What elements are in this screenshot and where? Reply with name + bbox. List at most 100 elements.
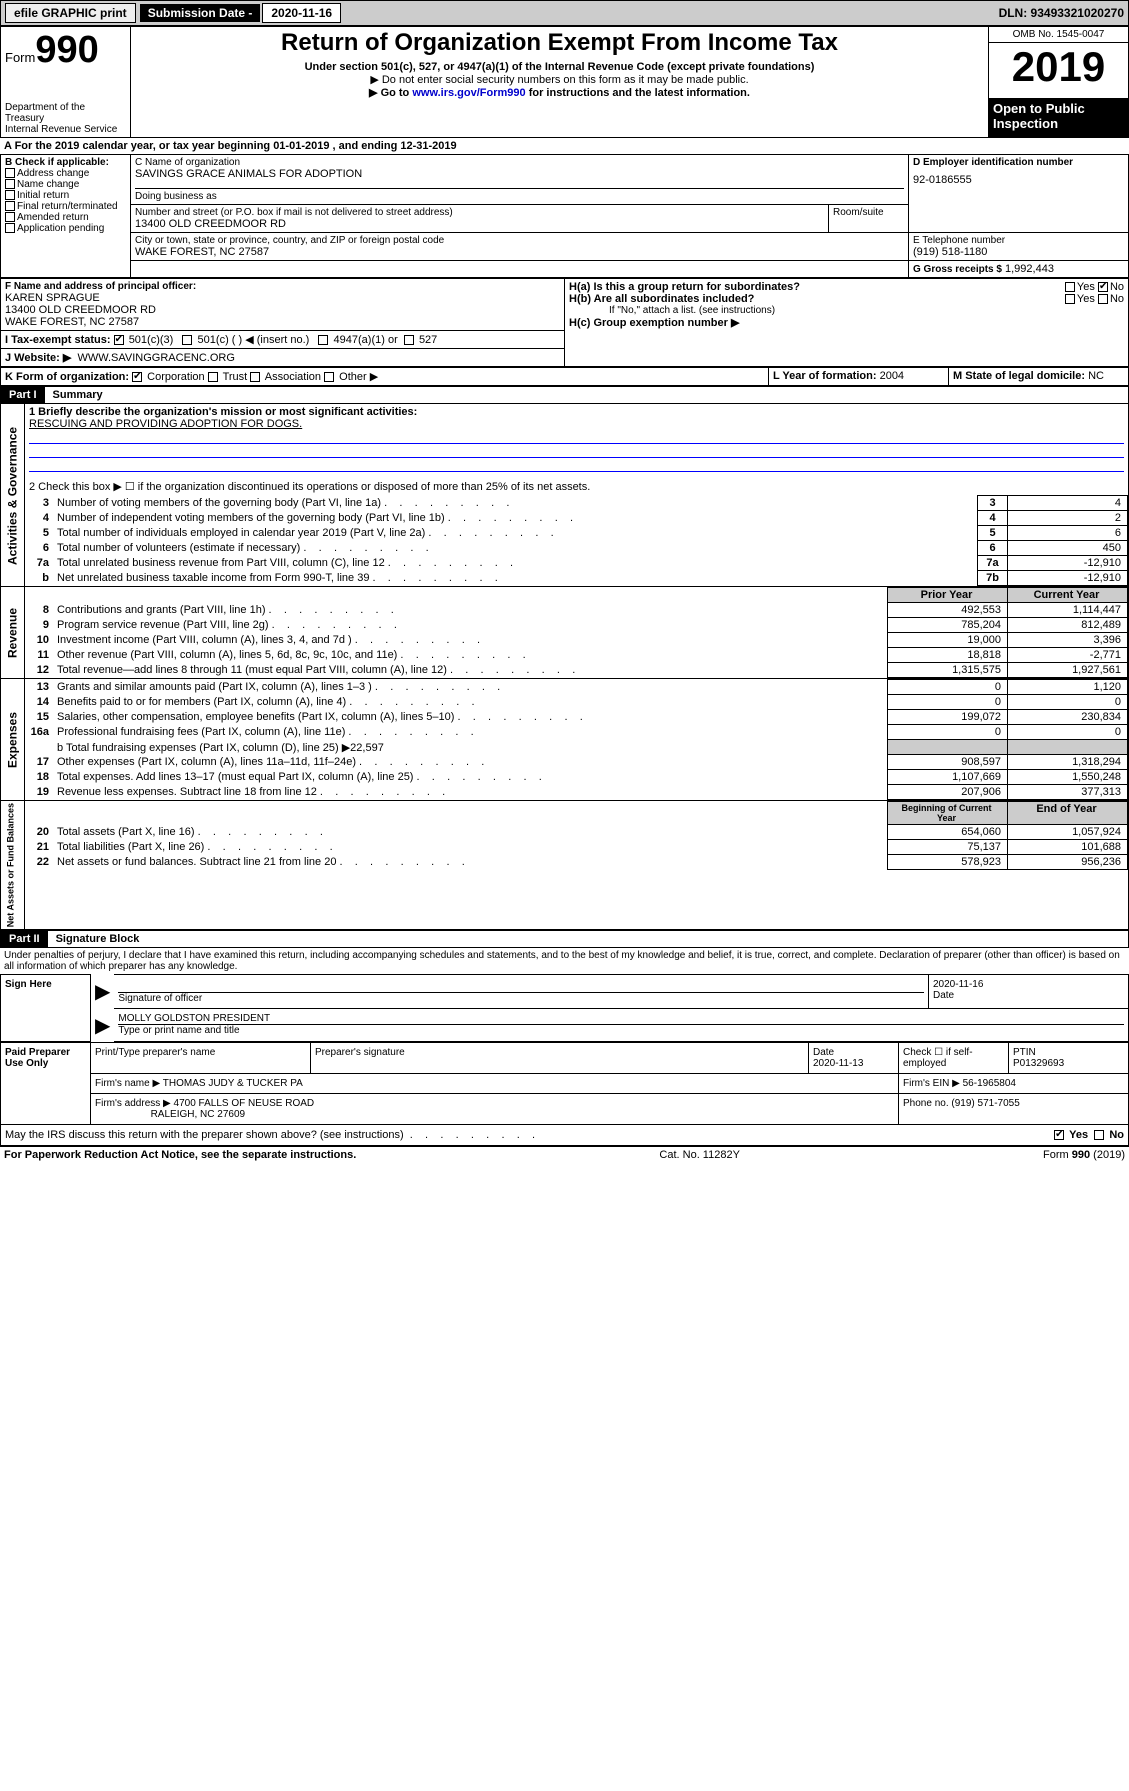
part1-title: Summary <box>45 387 111 403</box>
cb-initial-return[interactable] <box>5 190 15 200</box>
section-f: F Name and address of principal officer:… <box>1 279 565 331</box>
part2-title: Signature Block <box>48 931 148 947</box>
section-d: D Employer identification number 92-0186… <box>909 155 1129 233</box>
netassets-lines: Beginning of Current YearEnd of Year20To… <box>25 801 1128 870</box>
officer-addr1: 13400 OLD CREEDMOOR RD <box>5 304 560 316</box>
note-link: ▶ Go to www.irs.gov/Form990 for instruct… <box>135 86 984 99</box>
governance-lines: 3Number of voting members of the governi… <box>25 495 1128 586</box>
vert-netassets: Net Assets or Fund Balances <box>1 801 25 930</box>
cb-other[interactable] <box>324 372 334 382</box>
cat-no: Cat. No. 11282Y <box>659 1149 740 1161</box>
efile-button[interactable]: efile GRAPHIC print <box>5 3 136 23</box>
cb-address-change[interactable] <box>5 168 15 178</box>
arrow-icon: ▶ <box>95 981 110 1003</box>
sign-here: Sign Here <box>1 975 91 1042</box>
gross-receipts: 1,992,443 <box>1005 263 1054 275</box>
entity-info: B Check if applicable: Address change Na… <box>0 154 1129 278</box>
part2-label: Part II <box>1 931 48 947</box>
form-subtitle: Under section 501(c), 527, or 4947(a)(1)… <box>135 61 984 73</box>
h-a-label: H(a) Is this a group return for subordin… <box>569 281 800 293</box>
section-a: A For the 2019 calendar year, or tax yea… <box>0 138 1129 154</box>
cb-ha-no[interactable] <box>1098 282 1108 292</box>
org-name: SAVINGS GRACE ANIMALS FOR ADOPTION <box>135 168 904 180</box>
year-formation: 2004 <box>880 370 904 382</box>
line2-label: 2 Check this box ▶ ☐ if the organization… <box>29 480 1124 493</box>
section-c-addr: Number and street (or P.O. box if mail i… <box>131 205 829 233</box>
h-c-label: H(c) Group exemption number ▶ <box>569 316 1124 329</box>
vert-governance: Activities & Governance <box>1 404 25 587</box>
state-domicile: NC <box>1088 370 1104 382</box>
penalty-statement: Under penalties of perjury, I declare th… <box>0 948 1129 974</box>
klm-row: K Form of organization: Corporation Trus… <box>0 367 1129 386</box>
part1: Part ISummary Activities & Governance 1 … <box>0 386 1129 930</box>
cb-amended[interactable] <box>5 212 15 222</box>
form-header: Form990 Department of the TreasuryIntern… <box>0 26 1129 138</box>
discuss-row: May the IRS discuss this return with the… <box>0 1125 1129 1146</box>
line1-label: 1 Briefly describe the organization's mi… <box>29 406 1124 418</box>
preparer-date: 2020-11-13 <box>813 1058 894 1069</box>
form-word: Form <box>5 50 35 65</box>
submission-date: 2020-11-16 <box>262 3 341 23</box>
cb-ha-yes[interactable] <box>1065 282 1075 292</box>
mission-text: RESCUING AND PROVIDING ADOPTION FOR DOGS… <box>29 418 1124 430</box>
arrow-icon: ▶ <box>95 1015 110 1037</box>
irs-link[interactable]: www.irs.gov/Form990 <box>412 87 525 99</box>
ptin: P01329693 <box>1013 1058 1124 1069</box>
cb-final-return[interactable] <box>5 201 15 211</box>
note-ssn: ▶ Do not enter social security numbers o… <box>135 73 984 86</box>
topbar: efile GRAPHIC print Submission Date - 20… <box>0 0 1129 26</box>
dept-treasury: Department of the TreasuryInternal Reven… <box>5 102 126 135</box>
cb-4947[interactable] <box>318 335 328 345</box>
firm-addr: 4700 FALLS OF NEUSE ROAD <box>174 1098 315 1109</box>
vert-expenses: Expenses <box>1 679 25 801</box>
form-number: Form990 <box>5 29 126 72</box>
section-g: G Gross receipts $ 1,992,443 <box>909 261 1129 278</box>
cb-corp[interactable] <box>132 372 142 382</box>
submission-date-label: Submission Date - <box>140 4 261 22</box>
section-b-label: B Check if applicable: <box>5 157 126 168</box>
section-m: M State of legal domicile: NC <box>949 368 1129 386</box>
section-h: H(a) Is this a group return for subordin… <box>565 279 1129 367</box>
room-suite: Room/suite <box>829 205 909 233</box>
dba-label: Doing business as <box>135 188 904 202</box>
sig-officer-label: Signature of officer <box>118 993 924 1004</box>
sig-date: 2020-11-16 <box>933 979 1124 990</box>
section-k: K Form of organization: Corporation Trus… <box>1 368 769 386</box>
section-c-city: City or town, state or province, country… <box>131 233 909 261</box>
cb-pending[interactable] <box>5 223 15 233</box>
paid-preparer-label: Paid Preparer Use Only <box>1 1043 91 1125</box>
dln: DLN: 93493321020270 <box>999 6 1124 20</box>
cb-discuss-yes[interactable] <box>1054 1130 1064 1140</box>
h-b-note: If "No," attach a list. (see instruction… <box>569 305 1124 316</box>
cb-hb-no[interactable] <box>1098 294 1108 304</box>
officer-name-title: MOLLY GOLDSTON PRESIDENT <box>118 1013 1124 1025</box>
part1-label: Part I <box>1 387 45 403</box>
telephone: (919) 518-1180 <box>913 246 1124 258</box>
officer-group: F Name and address of principal officer:… <box>0 278 1129 367</box>
expense-lines: 13Grants and similar amounts paid (Part … <box>25 679 1128 800</box>
part2: Part IISignature Block <box>0 930 1129 948</box>
omb-number: OMB No. 1545-0047 <box>989 27 1128 43</box>
cb-527[interactable] <box>404 335 414 345</box>
cb-501c[interactable] <box>182 335 192 345</box>
form-990: 990 <box>35 29 98 71</box>
revenue-lines: Prior YearCurrent Year8Contributions and… <box>25 587 1128 678</box>
cb-501c3[interactable] <box>114 335 124 345</box>
signature-block: Sign Here ▶ Signature of officer 2020-11… <box>0 974 1129 1042</box>
officer-name: KAREN SPRAGUE <box>5 292 560 304</box>
street-address: 13400 OLD CREEDMOOR RD <box>135 218 824 230</box>
tax-year: 2019 <box>989 43 1128 91</box>
cb-discuss-no[interactable] <box>1094 1130 1104 1140</box>
paperwork-notice: For Paperwork Reduction Act Notice, see … <box>4 1149 356 1161</box>
cb-name-change[interactable] <box>5 179 15 189</box>
section-i: I Tax-exempt status: 501(c)(3) 501(c) ( … <box>1 331 565 349</box>
cb-hb-yes[interactable] <box>1065 294 1075 304</box>
cb-trust[interactable] <box>208 372 218 382</box>
vert-revenue: Revenue <box>1 587 25 679</box>
h-b-label: H(b) Are all subordinates included? <box>569 293 754 305</box>
cb-assoc[interactable] <box>250 372 260 382</box>
footer: For Paperwork Reduction Act Notice, see … <box>0 1146 1129 1163</box>
form-title: Return of Organization Exempt From Incom… <box>135 29 984 57</box>
self-employed-check: Check ☐ if self-employed <box>899 1043 1009 1074</box>
section-c-name: C Name of organization SAVINGS GRACE ANI… <box>131 155 909 205</box>
